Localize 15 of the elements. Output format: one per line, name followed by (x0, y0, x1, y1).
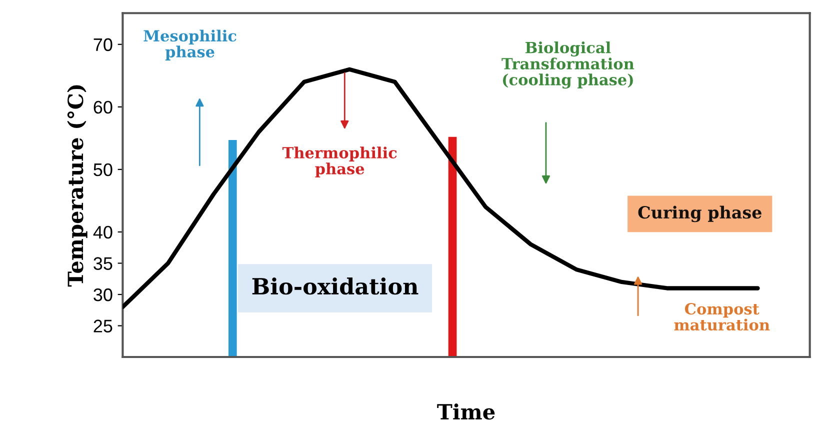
y-tick-label: 60 (94, 100, 112, 114)
y-axis-title: Temperature (°C) (67, 85, 88, 287)
y-tick-label: 25 (94, 320, 112, 332)
y-tick-label: 40 (93, 226, 112, 239)
annotation: Mesophilic phase (144, 30, 236, 60)
y-tick-label: 30 (94, 288, 112, 302)
y-tick-label: 35 (94, 257, 112, 270)
x-axis-title: Time (437, 404, 495, 420)
annotation: Biological Transformation (cooling phase) (502, 41, 634, 89)
annotation: Curing phase (638, 206, 762, 222)
y-tick-label: 50 (94, 163, 112, 176)
y-tick-label: 70 (94, 38, 112, 52)
annotation: Compost maturation (674, 303, 770, 331)
annotation: Thermophilic phase (282, 146, 397, 178)
annotation: Bio-oxidation (252, 277, 418, 295)
